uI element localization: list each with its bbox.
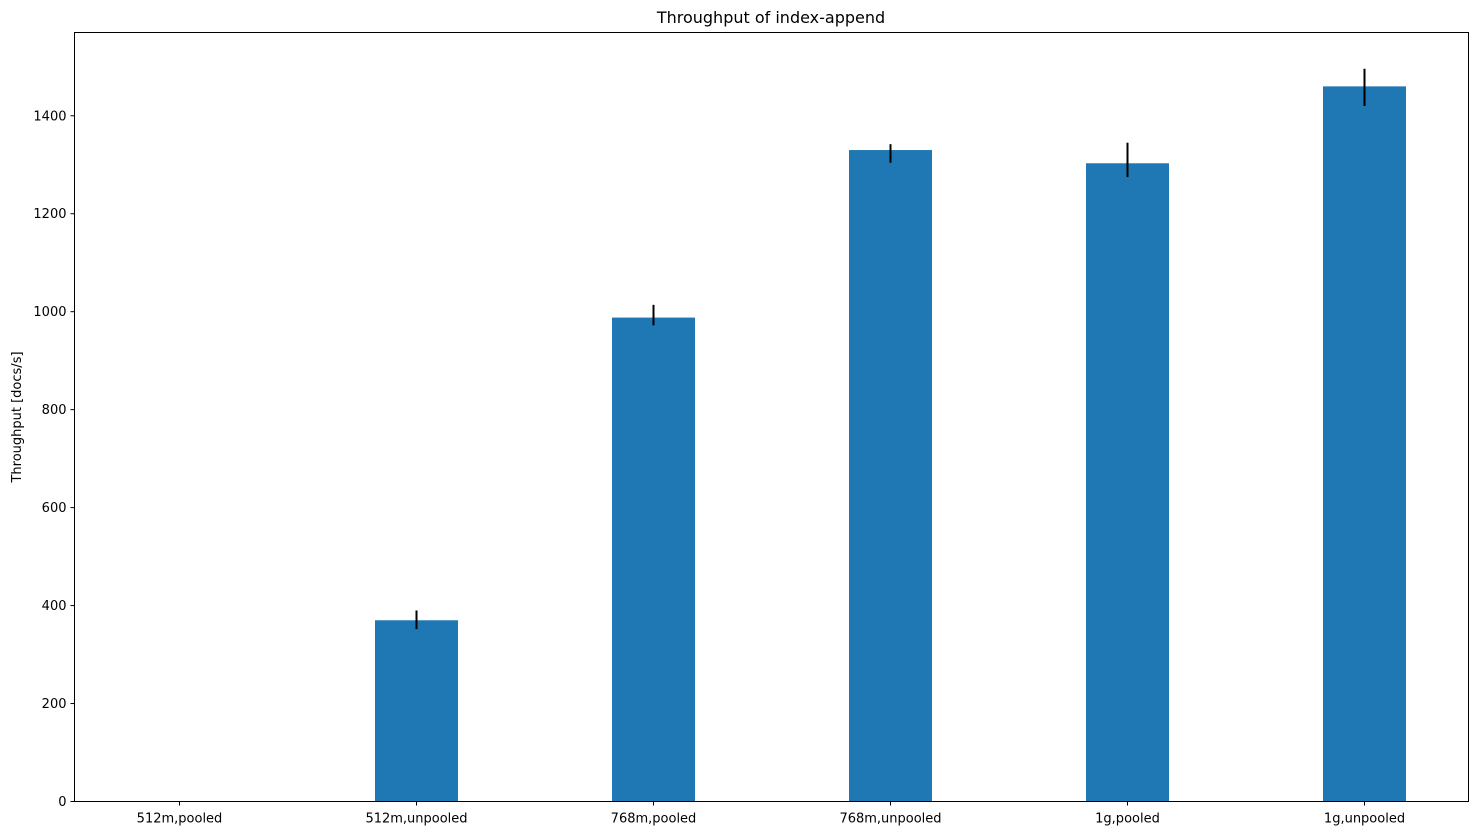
bars-layer xyxy=(375,86,1406,802)
x-tick-label-4: 1g,pooled xyxy=(1095,812,1160,827)
y-tick-label-1: 200 xyxy=(42,697,67,712)
y-tick-label-6: 1200 xyxy=(33,207,66,222)
x-tick-label-5: 1g,unpooled xyxy=(1324,812,1405,827)
y-axis-label: Throughput [docs/s] xyxy=(10,351,25,483)
bar-2 xyxy=(612,317,695,802)
x-tick-label-2: 768m,pooled xyxy=(611,812,697,827)
bar-5 xyxy=(1323,86,1406,802)
y-tick-label-3: 600 xyxy=(42,501,67,516)
chart-title: Throughput of index-append xyxy=(656,8,885,27)
bar-3 xyxy=(849,150,932,802)
y-tick-label-5: 1000 xyxy=(33,305,66,320)
plot-frame xyxy=(74,32,1469,802)
y-tick-label-2: 400 xyxy=(42,599,67,614)
x-ticks-layer: 512m,pooled 512m,unpooled 768m,pooled 768m,… xyxy=(137,801,1405,827)
x-tick-label-3: 768m,unpooled xyxy=(839,812,941,827)
y-tick-label-4: 800 xyxy=(42,403,67,418)
bar-1 xyxy=(375,620,458,802)
y-tick-label-0: 0 xyxy=(58,795,66,810)
x-tick-label-0: 512m,pooled xyxy=(137,812,223,827)
x-tick-label-1: 512m,unpooled xyxy=(365,812,467,827)
bar-4 xyxy=(1086,163,1169,802)
y-tick-label-7: 1400 xyxy=(33,109,66,124)
error-bars-layer xyxy=(415,68,1366,630)
y-ticks-layer: 0 200 400 600 800 1000 1200 1400 xyxy=(33,109,75,810)
